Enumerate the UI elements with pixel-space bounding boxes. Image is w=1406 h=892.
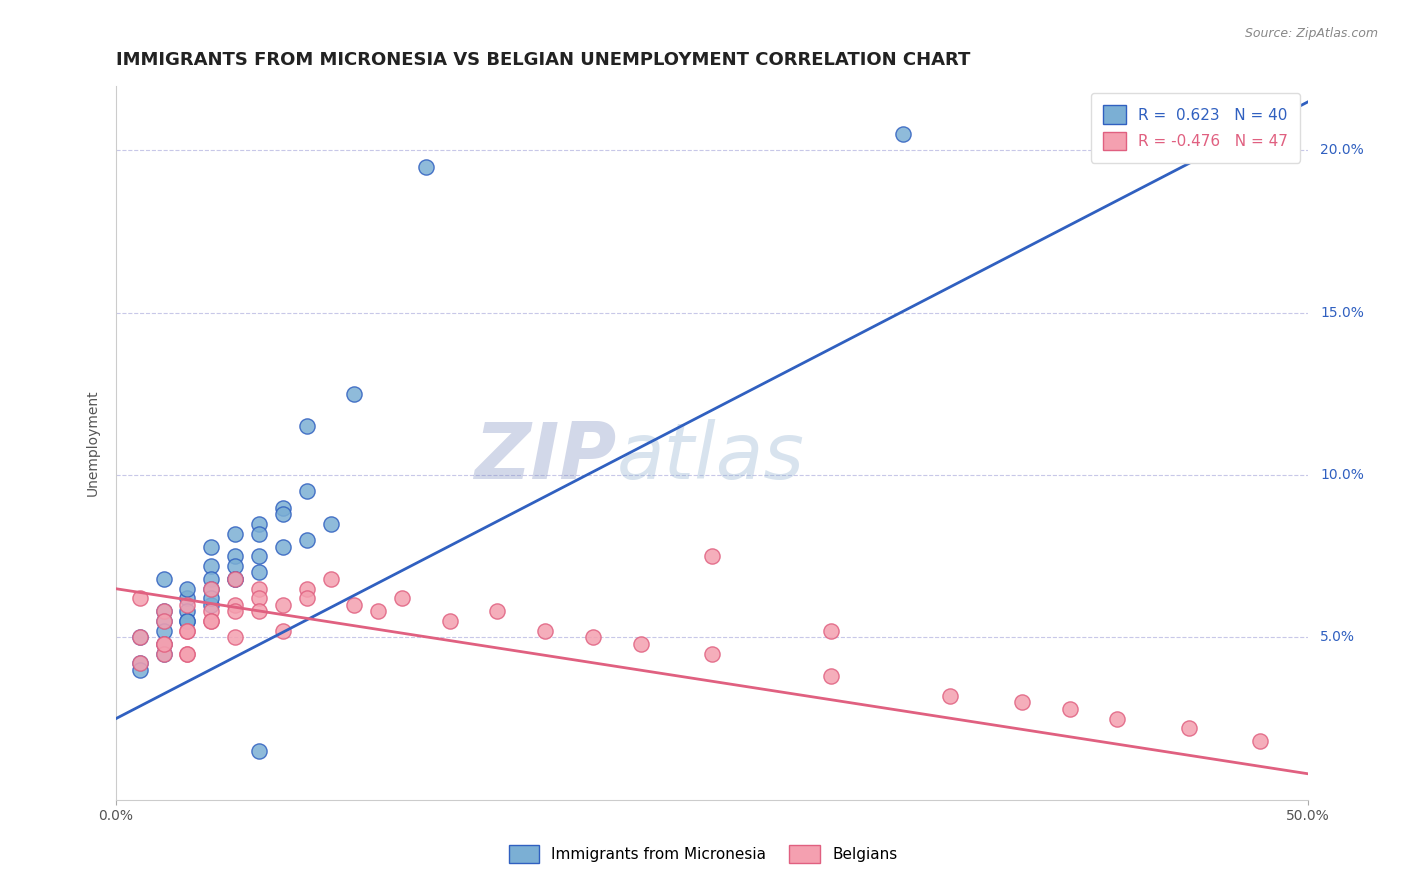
Point <box>200 614 222 628</box>
Point <box>271 624 294 638</box>
Point <box>224 549 246 564</box>
Point <box>152 572 174 586</box>
Point <box>152 624 174 638</box>
Point <box>1178 722 1201 736</box>
Point <box>534 624 557 638</box>
Text: 15.0%: 15.0% <box>1320 306 1364 319</box>
Point <box>200 559 222 574</box>
Point <box>319 572 342 586</box>
Point <box>271 540 294 554</box>
Text: 5.0%: 5.0% <box>1320 631 1355 644</box>
Point <box>486 604 509 618</box>
Point <box>200 591 222 606</box>
Point <box>295 419 318 434</box>
Point <box>176 604 198 618</box>
Point <box>152 614 174 628</box>
Point <box>1107 712 1129 726</box>
Point <box>295 533 318 547</box>
Point <box>319 516 342 531</box>
Point <box>224 598 246 612</box>
Point <box>176 624 198 638</box>
Point <box>891 127 914 141</box>
Point <box>224 572 246 586</box>
Point <box>176 647 198 661</box>
Point <box>582 631 605 645</box>
Point <box>200 614 222 628</box>
Point <box>224 559 246 574</box>
Point <box>271 500 294 515</box>
Point <box>128 591 150 606</box>
Point <box>224 631 246 645</box>
Point <box>700 647 723 661</box>
Point <box>367 604 389 618</box>
Point <box>176 614 198 628</box>
Point <box>343 598 366 612</box>
Point <box>176 598 198 612</box>
Text: 10.0%: 10.0% <box>1320 468 1364 482</box>
Point <box>415 160 437 174</box>
Point <box>1059 702 1081 716</box>
Point <box>1249 734 1271 748</box>
Point <box>200 540 222 554</box>
Point <box>200 604 222 618</box>
Point <box>295 591 318 606</box>
Legend: R =  0.623   N = 40, R = -0.476   N = 47: R = 0.623 N = 40, R = -0.476 N = 47 <box>1091 93 1301 162</box>
Point <box>224 526 246 541</box>
Point <box>224 572 246 586</box>
Text: ZIP: ZIP <box>474 419 617 495</box>
Y-axis label: Unemployment: Unemployment <box>86 389 100 496</box>
Point <box>224 572 246 586</box>
Point <box>247 516 270 531</box>
Point <box>224 604 246 618</box>
Point <box>271 598 294 612</box>
Point <box>247 549 270 564</box>
Point <box>247 566 270 580</box>
Point <box>152 637 174 651</box>
Point <box>271 507 294 521</box>
Point <box>176 614 198 628</box>
Point <box>247 744 270 758</box>
Point <box>152 604 174 618</box>
Point <box>176 647 198 661</box>
Point <box>247 582 270 596</box>
Point <box>391 591 413 606</box>
Point <box>176 624 198 638</box>
Text: 20.0%: 20.0% <box>1320 144 1364 158</box>
Point <box>128 631 150 645</box>
Point <box>820 669 842 683</box>
Point <box>200 572 222 586</box>
Point <box>152 637 174 651</box>
Point <box>1011 695 1033 709</box>
Point <box>247 604 270 618</box>
Point <box>128 663 150 677</box>
Point <box>128 657 150 671</box>
Point <box>152 647 174 661</box>
Point <box>939 689 962 703</box>
Point <box>247 526 270 541</box>
Point <box>700 549 723 564</box>
Point <box>152 647 174 661</box>
Point <box>176 582 198 596</box>
Point <box>630 637 652 651</box>
Text: atlas: atlas <box>617 419 804 495</box>
Point <box>152 637 174 651</box>
Point <box>200 582 222 596</box>
Point <box>152 614 174 628</box>
Point <box>295 582 318 596</box>
Point <box>343 387 366 401</box>
Point <box>820 624 842 638</box>
Point <box>152 604 174 618</box>
Text: Source: ZipAtlas.com: Source: ZipAtlas.com <box>1244 27 1378 40</box>
Point <box>128 657 150 671</box>
Legend: Immigrants from Micronesia, Belgians: Immigrants from Micronesia, Belgians <box>496 832 910 875</box>
Text: IMMIGRANTS FROM MICRONESIA VS BELGIAN UNEMPLOYMENT CORRELATION CHART: IMMIGRANTS FROM MICRONESIA VS BELGIAN UN… <box>115 51 970 69</box>
Point <box>176 591 198 606</box>
Point <box>295 484 318 499</box>
Point <box>439 614 461 628</box>
Point <box>247 591 270 606</box>
Point <box>200 598 222 612</box>
Point <box>128 631 150 645</box>
Point <box>200 582 222 596</box>
